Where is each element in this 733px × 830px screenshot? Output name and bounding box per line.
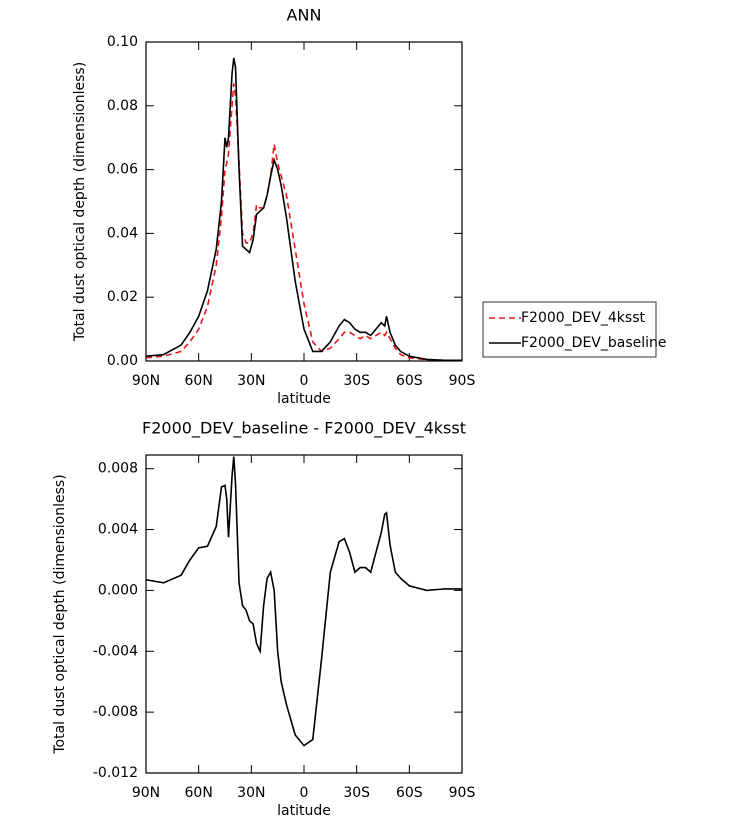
x-tick-label: 90S (449, 785, 476, 801)
x-axis-label: latitude (277, 391, 331, 407)
x-axis-label: latitude (277, 803, 331, 819)
chart-title: ANN (287, 6, 322, 25)
x-tick-label: 0 (300, 373, 309, 389)
plot-frame (145, 41, 463, 362)
legend-box (482, 301, 657, 358)
y-tick-label: 0.02 (107, 289, 138, 305)
data-line (145, 456, 462, 747)
data-line (145, 57, 462, 362)
data-line (145, 83, 462, 362)
x-tick-label: 30S (343, 373, 370, 389)
y-tick-label: 0.10 (107, 34, 138, 50)
y-tick-label: 0.008 (98, 461, 138, 477)
legend-label: F2000_DEV_baseline (521, 335, 667, 351)
y-tick-label: 0.04 (107, 225, 138, 241)
x-tick-label: 60N (185, 785, 213, 801)
plot-frame (145, 454, 463, 774)
y-tick-label: -0.004 (93, 643, 138, 659)
y-tick-label: 0.06 (107, 162, 138, 178)
legend-label: F2000_DEV_4ksst (521, 310, 645, 326)
x-tick-label: 0 (300, 785, 309, 801)
x-tick-label: 90N (132, 785, 160, 801)
y-tick-label: 0.08 (107, 98, 138, 114)
y-tick-label: 0.004 (98, 522, 138, 538)
x-tick-label: 30S (343, 785, 370, 801)
x-tick-label: 90S (449, 373, 476, 389)
x-tick-label: 60S (396, 785, 423, 801)
x-tick-label: 60N (185, 373, 213, 389)
y-axis-label: Total dust optical depth (dimensionless) (52, 474, 68, 754)
y-tick-label: -0.008 (93, 704, 138, 720)
x-tick-label: 30N (237, 373, 265, 389)
x-tick-label: 30N (237, 785, 265, 801)
y-axis-label: Total dust optical depth (dimensionless) (72, 62, 88, 342)
x-tick-label: 60S (396, 373, 423, 389)
y-tick-label: -0.012 (93, 765, 138, 781)
y-tick-label: 0.00 (107, 353, 138, 369)
x-tick-label: 90N (132, 373, 160, 389)
y-tick-label: 0.000 (98, 582, 138, 598)
chart-title: F2000_DEV_baseline - F2000_DEV_4ksst (142, 419, 466, 439)
